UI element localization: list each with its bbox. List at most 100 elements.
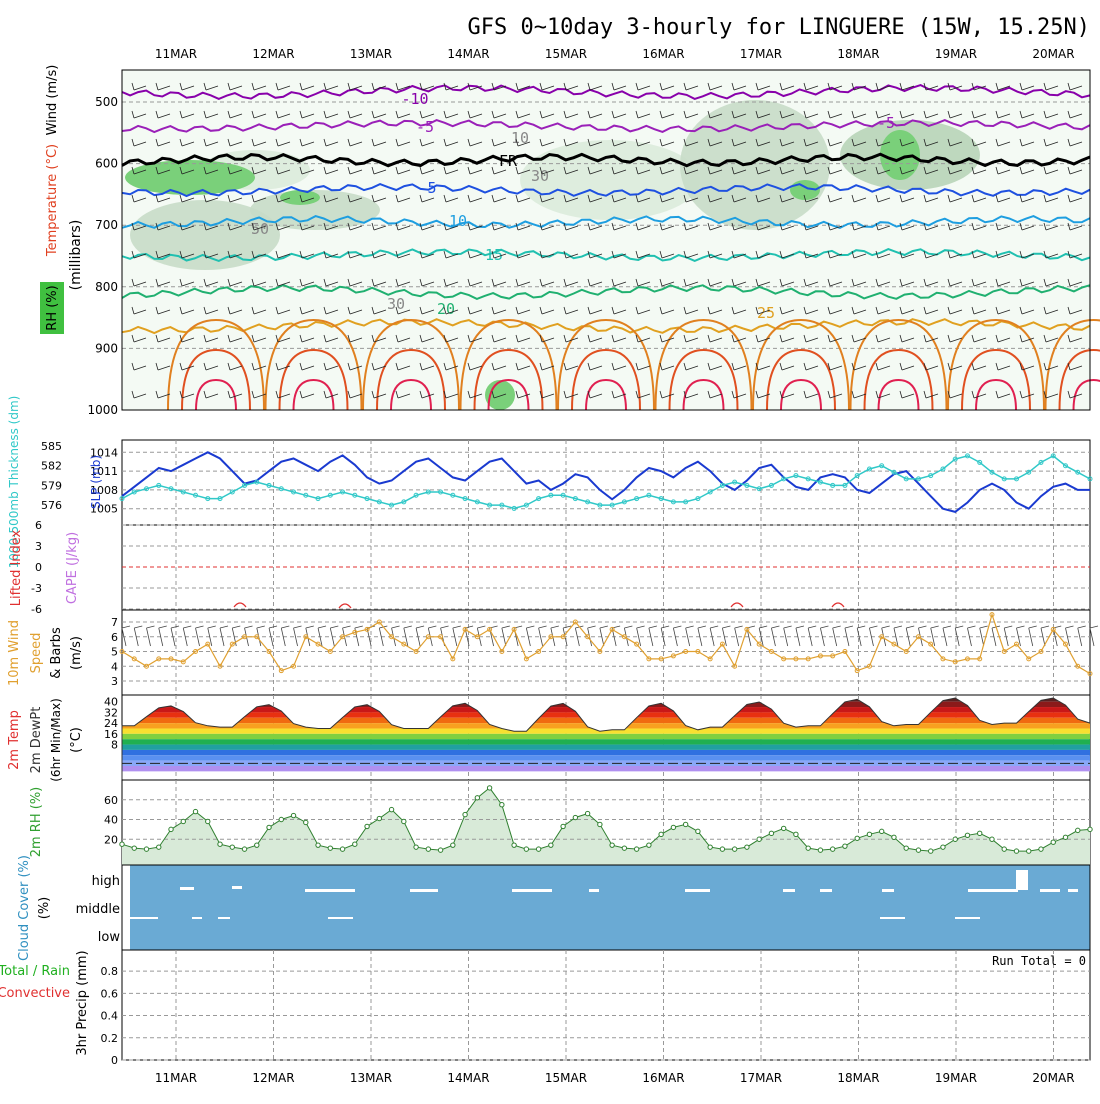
temp-band (122, 702, 1090, 707)
rh-point (855, 836, 859, 840)
wind10-barb (281, 626, 289, 646)
cloud-high-bar (512, 889, 552, 892)
temp-band (122, 723, 1090, 728)
li-bump (832, 603, 844, 607)
level-label: 700 (95, 218, 118, 232)
rh-point (304, 820, 308, 824)
precip-tick: 0.2 (101, 1032, 119, 1045)
contour-label: 30 (531, 167, 549, 185)
wind10-barb (526, 626, 534, 646)
wind10-barb (159, 626, 167, 646)
rh-point (720, 847, 724, 851)
date-label-top: 15MAR (545, 47, 587, 61)
cloud-high-bar (820, 889, 832, 892)
rh-point (1088, 827, 1092, 831)
level-label: 600 (95, 157, 118, 171)
wind10-barb (183, 626, 191, 646)
ylabel-cloud-units: (%) (37, 897, 52, 920)
rh-point (230, 845, 234, 849)
wind10-barb (967, 626, 975, 646)
thickness-tick: 585 (41, 440, 62, 453)
date-label-top: 14MAR (447, 47, 489, 61)
ylabel-rh2m: 2m RH (%) (29, 787, 44, 858)
rh-point (438, 848, 442, 852)
rh-point (144, 847, 148, 851)
date-label-top: 11MAR (155, 47, 197, 61)
wind10-barb (171, 626, 179, 646)
date-label-top: 17MAR (740, 47, 782, 61)
rh-point (1039, 847, 1043, 851)
rh-point (573, 815, 577, 819)
contour-label: 10 (511, 129, 529, 147)
wind10-barb (514, 626, 522, 646)
li-tick: 0 (35, 561, 42, 574)
li-tick: -6 (31, 603, 42, 616)
precip-tick: 0.6 (101, 987, 119, 1000)
wind10-barb (784, 626, 792, 646)
wind10-barb (869, 626, 877, 646)
li-tick: -3 (31, 582, 42, 595)
rh-point (279, 817, 283, 821)
cloud-mid-bar (218, 917, 230, 919)
contour-label: -10 (401, 90, 428, 108)
temp-band (122, 707, 1090, 712)
cloud-high-bar (1068, 889, 1078, 892)
wind10-barb (220, 626, 228, 646)
precip-tick: 0.8 (101, 965, 119, 978)
wind10-barb (857, 626, 865, 646)
wind10-barb (747, 626, 755, 646)
thickness-line (122, 456, 1090, 509)
temp-band (122, 734, 1090, 739)
rh-point (132, 846, 136, 850)
cloud-high-bar (968, 889, 1018, 892)
wind10-barb (465, 626, 473, 646)
wind10-barb (379, 626, 387, 646)
date-label-bottom: 12MAR (252, 1071, 294, 1085)
rh-point (402, 819, 406, 823)
level-label: 1000 (87, 403, 118, 417)
contour-label: -5 (877, 114, 895, 132)
contour-label: 10 (449, 212, 467, 230)
wind-tick: 7 (111, 616, 118, 629)
rh-point (634, 847, 638, 851)
wind10-barb (306, 626, 314, 646)
rh-point (316, 843, 320, 847)
cloud-high-bar (1016, 870, 1028, 890)
wind10-barb (1041, 626, 1049, 646)
rh-point (340, 847, 344, 851)
date-label-top: 16MAR (642, 47, 684, 61)
date-label-bottom: 19MAR (935, 1071, 977, 1085)
rh-point (1014, 849, 1018, 853)
thickness-tick: 576 (41, 499, 62, 512)
ylabel-minmax: (6hr Min/Max) (49, 698, 63, 782)
rh-point (794, 832, 798, 836)
li-tick: 6 (35, 519, 42, 532)
wind10-barb (392, 626, 400, 646)
wind10-barb (196, 626, 204, 646)
rh-point (916, 848, 920, 852)
rh-point (512, 843, 516, 847)
rh-point (696, 829, 700, 833)
rh-point (218, 842, 222, 846)
wind-tick: 5 (111, 646, 118, 659)
rh-point (169, 827, 173, 831)
rh-point (904, 846, 908, 850)
rh-point (978, 831, 982, 835)
wind10-barb (588, 626, 596, 646)
wind10-barb (1078, 626, 1086, 646)
rh-point (806, 846, 810, 850)
rh-blob (680, 100, 830, 230)
rh-point (1076, 828, 1080, 832)
date-label-bottom: 18MAR (837, 1071, 879, 1085)
contour-label: 20 (437, 300, 455, 318)
rh-point (708, 845, 712, 849)
ylabel-wind10: 10m Wind (7, 620, 22, 686)
ylabel-wind-barbs: & Barbs (49, 627, 64, 679)
wind10-barb (943, 626, 951, 646)
wind10-barb (808, 626, 816, 646)
wind10-barb (355, 626, 363, 646)
wind10-barb (649, 626, 657, 646)
wind10-barb (833, 626, 841, 646)
